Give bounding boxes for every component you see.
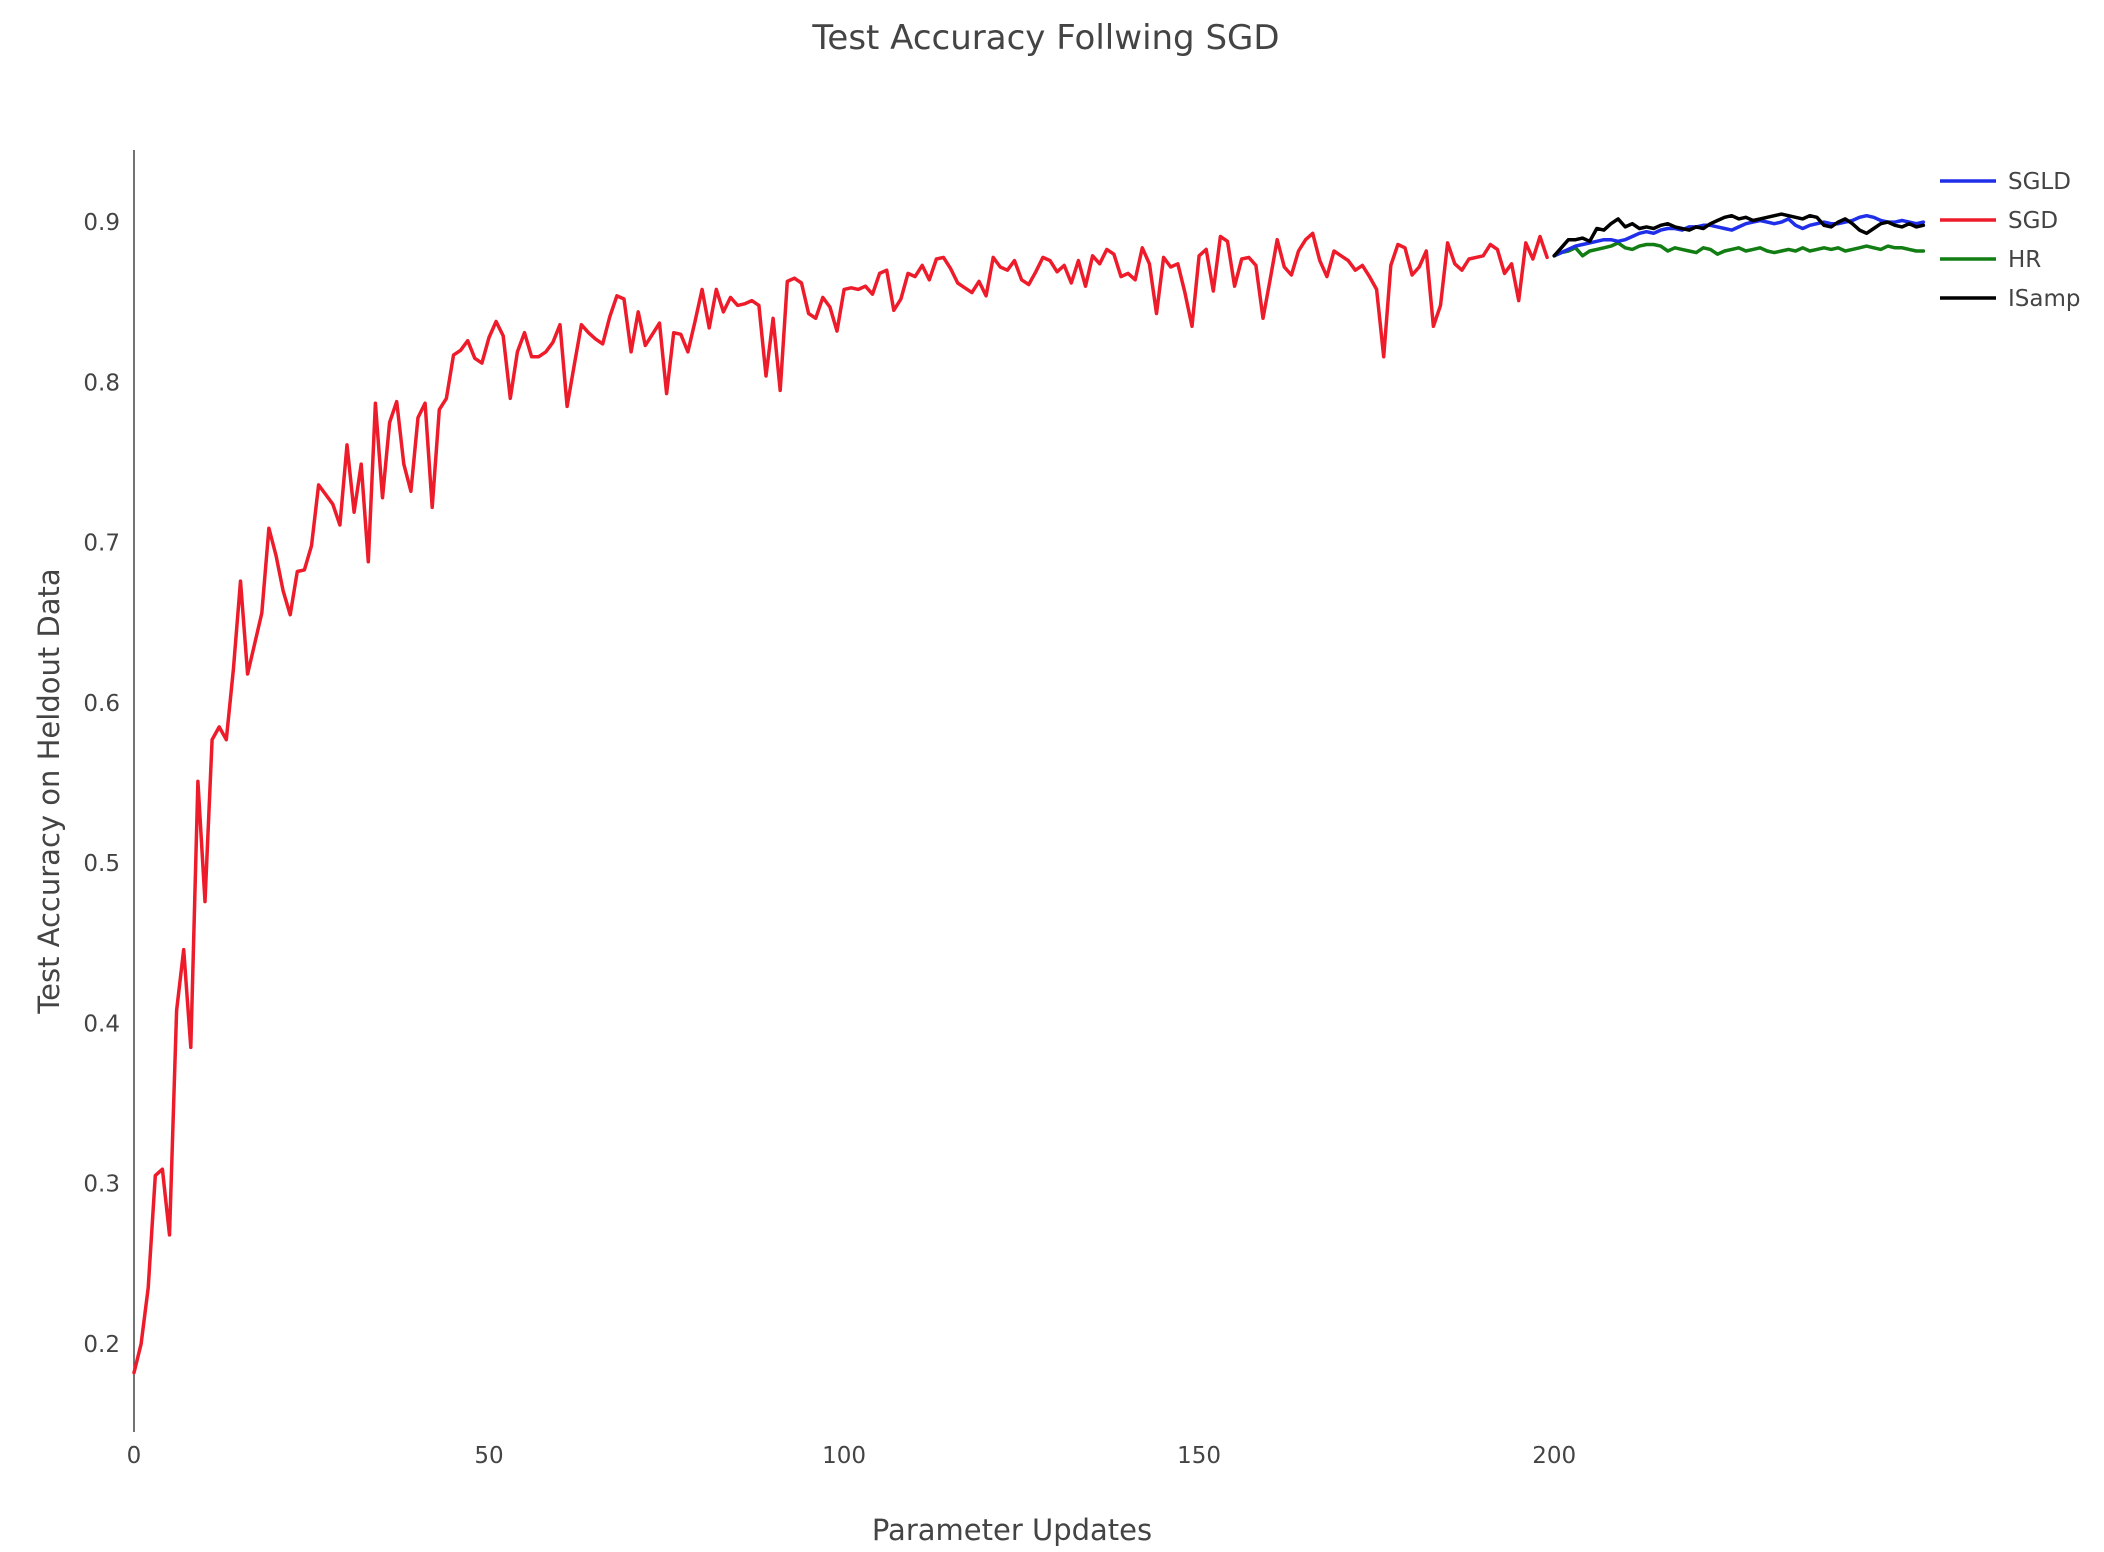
series-line-isamp bbox=[1552, 212, 1926, 258]
y-tick-label: 0.4 bbox=[83, 1011, 120, 1037]
x-tick-label: 100 bbox=[822, 1443, 866, 1469]
x-tick-label: 150 bbox=[1177, 1443, 1221, 1469]
x-tick-label: 0 bbox=[127, 1443, 142, 1469]
legend-label-hr: HR bbox=[2008, 247, 2041, 273]
x-tick-label: 200 bbox=[1532, 1443, 1576, 1469]
y-tick-label: 0.5 bbox=[83, 851, 120, 877]
chart-title: Test Accuracy Follwing SGD bbox=[811, 18, 1279, 58]
y-tick-label: 0.6 bbox=[83, 691, 120, 717]
plot-area: 0.2 0.3 0.4 0.5 0.6 0.7 0.8 0.9 0 50 100 150 200 bbox=[83, 150, 1926, 1469]
y-tick-label: 0.7 bbox=[83, 531, 120, 557]
series-lines bbox=[132, 212, 1926, 1375]
y-ticks: 0.2 0.3 0.4 0.5 0.6 0.7 0.8 0.9 bbox=[83, 210, 120, 1358]
legend: SGLD SGD HR ISamp bbox=[1940, 169, 2080, 312]
x-axis-title: Parameter Updates bbox=[872, 1513, 1152, 1547]
y-axis-title: Test Accuracy on Heldout Data bbox=[32, 568, 66, 1014]
y-tick-label: 0.9 bbox=[83, 210, 120, 236]
legend-label-sgd: SGD bbox=[2008, 208, 2058, 234]
legend-label-sgld: SGLD bbox=[2008, 169, 2071, 195]
legend-label-isamp: ISamp bbox=[2008, 286, 2080, 312]
x-tick-label: 50 bbox=[474, 1443, 503, 1469]
x-ticks: 0 50 100 150 200 bbox=[127, 1443, 1576, 1469]
series-line-sgld bbox=[1552, 213, 1926, 258]
series-line-hr bbox=[1552, 241, 1926, 258]
series-line-sgd bbox=[132, 231, 1549, 1375]
y-tick-label: 0.8 bbox=[83, 370, 120, 396]
y-tick-label: 0.2 bbox=[83, 1332, 120, 1358]
y-tick-label: 0.3 bbox=[83, 1172, 120, 1198]
